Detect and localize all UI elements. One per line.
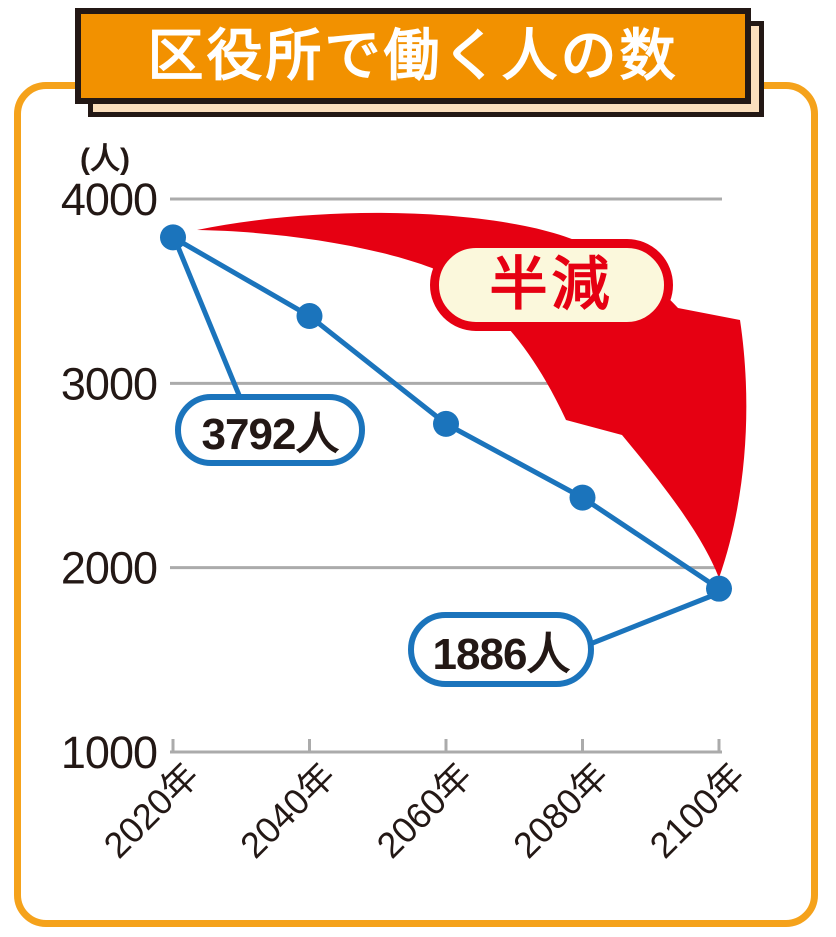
data-point-2040年	[296, 303, 323, 330]
leader-line-start-value	[173, 241, 249, 413]
page-title: 区役所で働く人の数	[147, 24, 679, 87]
halved-label: 半減	[489, 252, 614, 317]
start-value-label: 3792人	[201, 410, 340, 459]
x-tick-label-2060年: 2060年	[369, 755, 480, 866]
value-bubble-start: 3792人	[175, 394, 365, 466]
value-bubble-end: 1886人	[408, 612, 594, 687]
y-tick-label-4000: 4000	[61, 174, 157, 225]
data-point-2080年	[569, 484, 596, 511]
data-point-2100年	[706, 575, 732, 602]
data-point-2020年	[160, 224, 186, 251]
y-axis-unit-label: (人)	[80, 143, 130, 176]
leader-line-end-value	[579, 592, 715, 651]
halved-badge: 半減	[430, 239, 673, 331]
y-tick-label-1000: 1000	[61, 727, 157, 778]
end-value-label: 1886人	[432, 629, 571, 679]
title-banner: 区役所で働く人の数	[75, 8, 751, 104]
x-tick-label-2080年: 2080年	[505, 755, 616, 866]
x-tick-label-2040年: 2040年	[232, 755, 343, 866]
data-point-2060年	[433, 410, 459, 437]
y-tick-label-3000: 3000	[61, 358, 157, 409]
x-tick-label-2100年: 2100年	[642, 755, 753, 866]
y-tick-label-2000: 2000	[61, 543, 157, 594]
leader-lines	[173, 241, 715, 651]
series-layer	[160, 224, 732, 602]
